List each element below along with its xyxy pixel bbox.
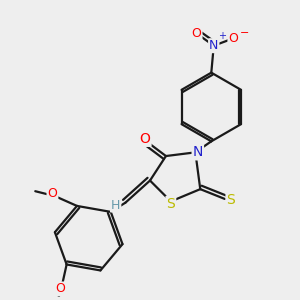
Text: O: O (140, 132, 151, 146)
Text: S: S (226, 193, 235, 207)
Text: S: S (167, 197, 175, 211)
Text: O: O (228, 32, 238, 45)
Text: −: − (240, 28, 249, 38)
Text: N: N (193, 146, 203, 159)
Text: O: O (47, 187, 57, 200)
Text: H: H (111, 199, 120, 212)
Text: O: O (56, 283, 65, 296)
Text: N: N (209, 39, 218, 52)
Text: O: O (192, 27, 202, 40)
Text: +: + (218, 31, 226, 41)
